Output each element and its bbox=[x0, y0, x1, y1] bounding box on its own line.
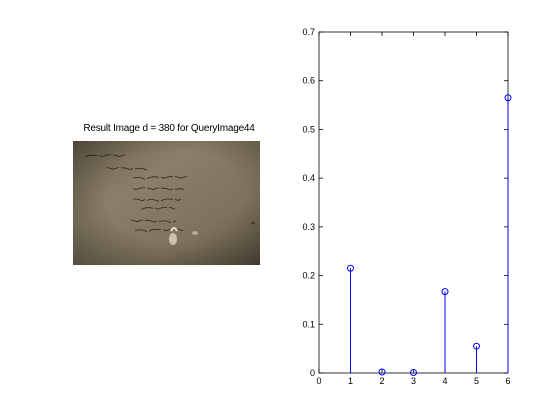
handwriting-line bbox=[133, 198, 182, 202]
handwriting-line bbox=[130, 219, 177, 224]
y-tick-label: 0.5 bbox=[302, 124, 315, 134]
y-tick-label: 0.6 bbox=[302, 76, 315, 86]
stem-marker bbox=[473, 342, 480, 350]
x-tick-label: 4 bbox=[442, 376, 447, 386]
y-tick-label: 0.3 bbox=[302, 222, 315, 232]
y-tick-label: 0.1 bbox=[302, 319, 315, 329]
result-image-title: Result Image d = 380 for QueryImage44 bbox=[83, 123, 255, 134]
stem-marker bbox=[378, 368, 386, 376]
x-tick-label: 0 bbox=[316, 376, 321, 386]
x-tick-label: 1 bbox=[348, 376, 353, 386]
x-tick-label: 5 bbox=[474, 376, 479, 386]
stem-marker bbox=[504, 94, 512, 102]
x-tick-label: 3 bbox=[411, 376, 416, 386]
y-tick-label: 0 bbox=[310, 368, 315, 378]
handwriting-line bbox=[132, 187, 185, 191]
handwriting-line bbox=[134, 228, 184, 233]
stem-marker bbox=[347, 264, 354, 272]
x-tick-label: 2 bbox=[379, 376, 384, 386]
handwritten-note-photo-icon bbox=[73, 141, 260, 265]
result-photo bbox=[73, 141, 260, 265]
plot-axes bbox=[318, 31, 509, 374]
y-tick-label: 0.2 bbox=[302, 271, 315, 281]
handwriting-line bbox=[140, 207, 176, 210]
x-tick-label: 6 bbox=[505, 376, 510, 386]
stem-series bbox=[347, 94, 512, 377]
axis-ticks: 0 1 2 3 4 5 6 0 0.1 0.2 0.3 0.4 0.5 0.6 0.7 bbox=[302, 27, 510, 386]
stem-marker bbox=[410, 369, 417, 377]
stem-marker bbox=[441, 288, 449, 296]
y-tick-label: 0.7 bbox=[302, 27, 315, 37]
y-tick-label: 0.4 bbox=[302, 173, 315, 183]
